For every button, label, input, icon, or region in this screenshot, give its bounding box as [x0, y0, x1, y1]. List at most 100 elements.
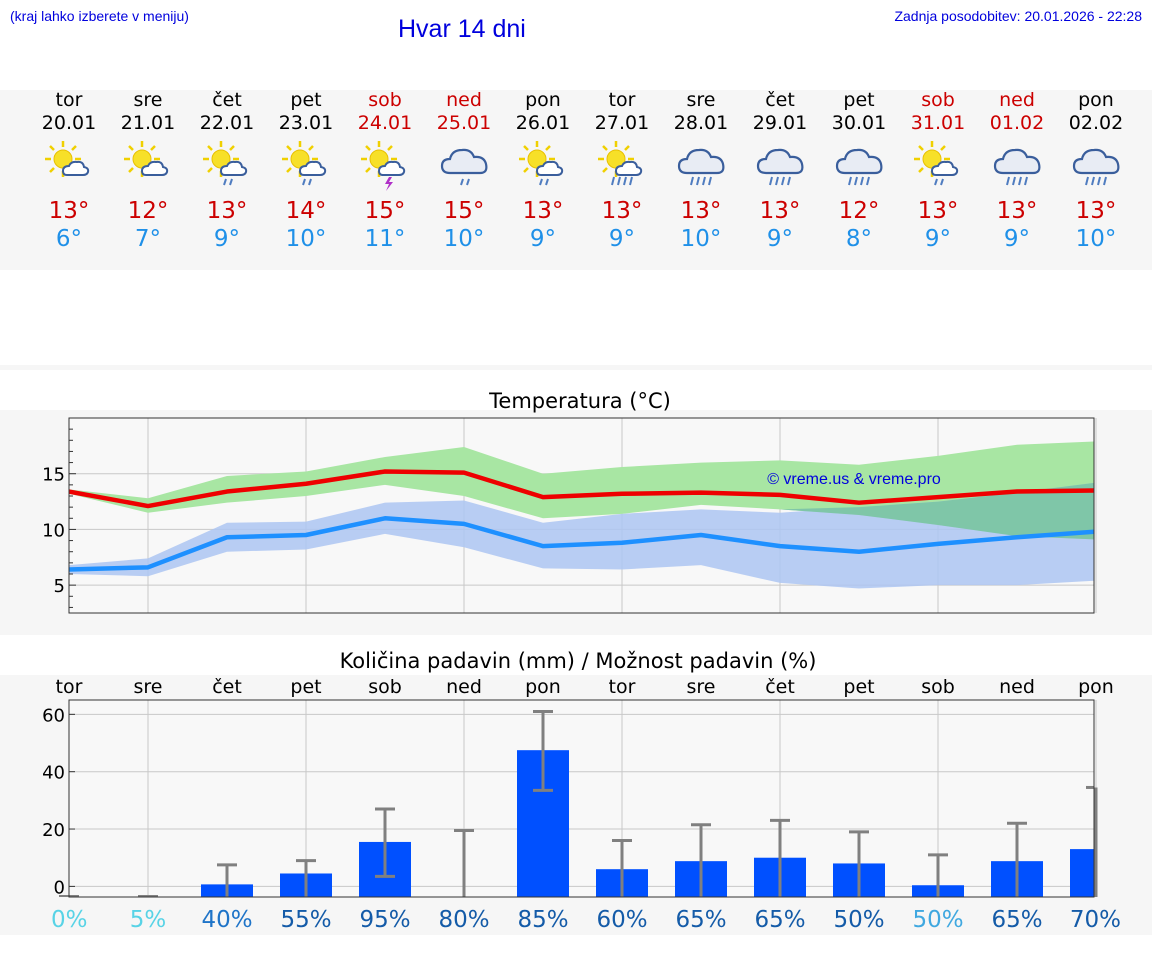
day-column: pet 23.01 14° 10° — [266, 90, 346, 253]
min-temp: 8° — [845, 226, 873, 252]
precip-day-label: pon — [1078, 676, 1114, 698]
precip-error-bar — [217, 863, 237, 897]
day-name: sre — [686, 89, 716, 111]
min-temp: 7° — [134, 226, 162, 252]
min-temp: 9° — [213, 226, 241, 252]
min-temp: 9° — [924, 226, 952, 252]
max-temp: 13° — [522, 198, 564, 224]
cloud-heavy-rain-icon — [1072, 148, 1120, 186]
day-date: 27.01 — [594, 112, 650, 134]
day-column: pon 26.01 13° 9° — [503, 90, 583, 253]
cloud-heavy-rain-icon — [993, 148, 1041, 186]
sun-shape — [519, 141, 555, 177]
day-column: tor 27.01 13° 9° — [582, 90, 662, 253]
day-name: pet — [843, 89, 875, 111]
day-column: sob 31.01 13° 9° — [898, 90, 978, 253]
sun-cloud-icon — [124, 141, 169, 177]
day-name: ned — [446, 89, 482, 111]
precip-day-label: tor — [56, 676, 83, 698]
last-updated: Zadnja posodobitev: 20.01.2026 - 22:28 — [894, 8, 1142, 24]
min-temp: 10° — [680, 226, 722, 252]
precip-chance-label: 85% — [517, 907, 568, 933]
precip-chart-title: Količina padavin (mm) / Možnost padavin … — [340, 649, 817, 673]
temp-chart-title: Temperatura (°C) — [488, 389, 671, 413]
cloud-rain-icon — [440, 148, 488, 186]
temp-line-max — [69, 469, 1094, 509]
max-temp: 15° — [364, 198, 406, 224]
day-date: 01.02 — [989, 112, 1045, 134]
precip-chance-label: 70% — [1070, 907, 1121, 933]
day-column: sob 24.01 15° 11° — [345, 90, 425, 253]
max-temp: 15° — [443, 198, 485, 224]
sun-cloud-icon — [45, 141, 90, 177]
max-temp: 12° — [127, 198, 169, 224]
divider — [0, 365, 1152, 370]
forecast-strip — [0, 90, 1152, 270]
min-temp: 9° — [1003, 226, 1031, 252]
precip-day-label: pon — [525, 676, 561, 698]
max-temp: 14° — [285, 198, 327, 224]
precip-bar — [1070, 849, 1094, 897]
precip-error-bars — [59, 709, 1098, 897]
precip-chance-label: 50% — [833, 907, 884, 933]
precip-day-label: sob — [921, 676, 955, 698]
temp-line-min — [69, 516, 1094, 572]
day-date: 31.01 — [910, 112, 966, 134]
max-temp: 13° — [680, 198, 722, 224]
day-date: 29.01 — [752, 112, 808, 134]
day-name: ned — [999, 89, 1035, 111]
temp-tick-label: 5 — [54, 576, 65, 597]
day-column: ned 25.01 15° 10° — [424, 90, 504, 253]
day-name: sob — [921, 89, 955, 111]
day-name: pon — [1078, 89, 1114, 111]
precip-chance-label: 65% — [675, 907, 726, 933]
day-date: 26.01 — [515, 112, 571, 134]
precip-day-label: sre — [134, 676, 163, 698]
precip-chance-label: 65% — [991, 907, 1042, 933]
precip-plot-area — [69, 700, 1094, 897]
precip-error-bar — [375, 807, 395, 878]
day-name: sre — [133, 89, 163, 111]
day-date: 22.01 — [199, 112, 255, 134]
precip-day-label: pet — [843, 676, 874, 698]
precip-chance-label: 5% — [130, 907, 167, 933]
sun-cloud-heavy-rain-icon — [598, 141, 643, 186]
precip-chance-label: 80% — [438, 907, 489, 933]
day-date: 24.01 — [357, 112, 413, 134]
precip-plot-frame — [68, 699, 1095, 898]
precip-day-label: ned — [999, 676, 1035, 698]
min-temp: 6° — [55, 226, 83, 252]
min-temp: 9° — [529, 226, 557, 252]
max-temp: 13° — [917, 198, 959, 224]
watermark: © vreme.us & vreme.pro — [767, 471, 941, 488]
min-temp: 11° — [364, 226, 406, 252]
day-column: tor 20.01 13° 6° — [29, 90, 109, 253]
cloud-heavy-rain-icon — [756, 148, 804, 186]
precip-tick-label: 60 — [42, 705, 65, 726]
precip-error-bar — [691, 823, 711, 897]
precip-tick-label: 40 — [42, 763, 65, 784]
precip-error-bar — [612, 839, 632, 897]
day-name: pet — [290, 89, 322, 111]
precip-day-label: čet — [765, 676, 795, 698]
min-temp: 9° — [766, 226, 794, 252]
min-temp: 9° — [608, 226, 636, 252]
temp-lines — [69, 469, 1094, 572]
temp-tick-label: 10 — [42, 520, 65, 541]
day-name: čet — [212, 89, 242, 111]
precip-day-label: sre — [687, 676, 716, 698]
precip-chance-label: 0% — [51, 907, 88, 933]
day-name: tor — [608, 89, 636, 111]
precip-error-bar — [1086, 785, 1098, 897]
precip-error-bar — [849, 830, 869, 897]
day-name: tor — [55, 89, 83, 111]
precip-day-label: sob — [368, 676, 402, 698]
precip-chance-label: 95% — [359, 907, 410, 933]
precip-error-bar — [770, 818, 790, 897]
temp-tick-label: 15 — [42, 465, 65, 486]
day-date: 21.01 — [120, 112, 176, 134]
temp-bands — [69, 441, 1094, 589]
region-hint: (kraj lahko izberete v meniju) — [10, 8, 189, 24]
precip-chance-label: 65% — [754, 907, 805, 933]
max-temp: 13° — [759, 198, 801, 224]
